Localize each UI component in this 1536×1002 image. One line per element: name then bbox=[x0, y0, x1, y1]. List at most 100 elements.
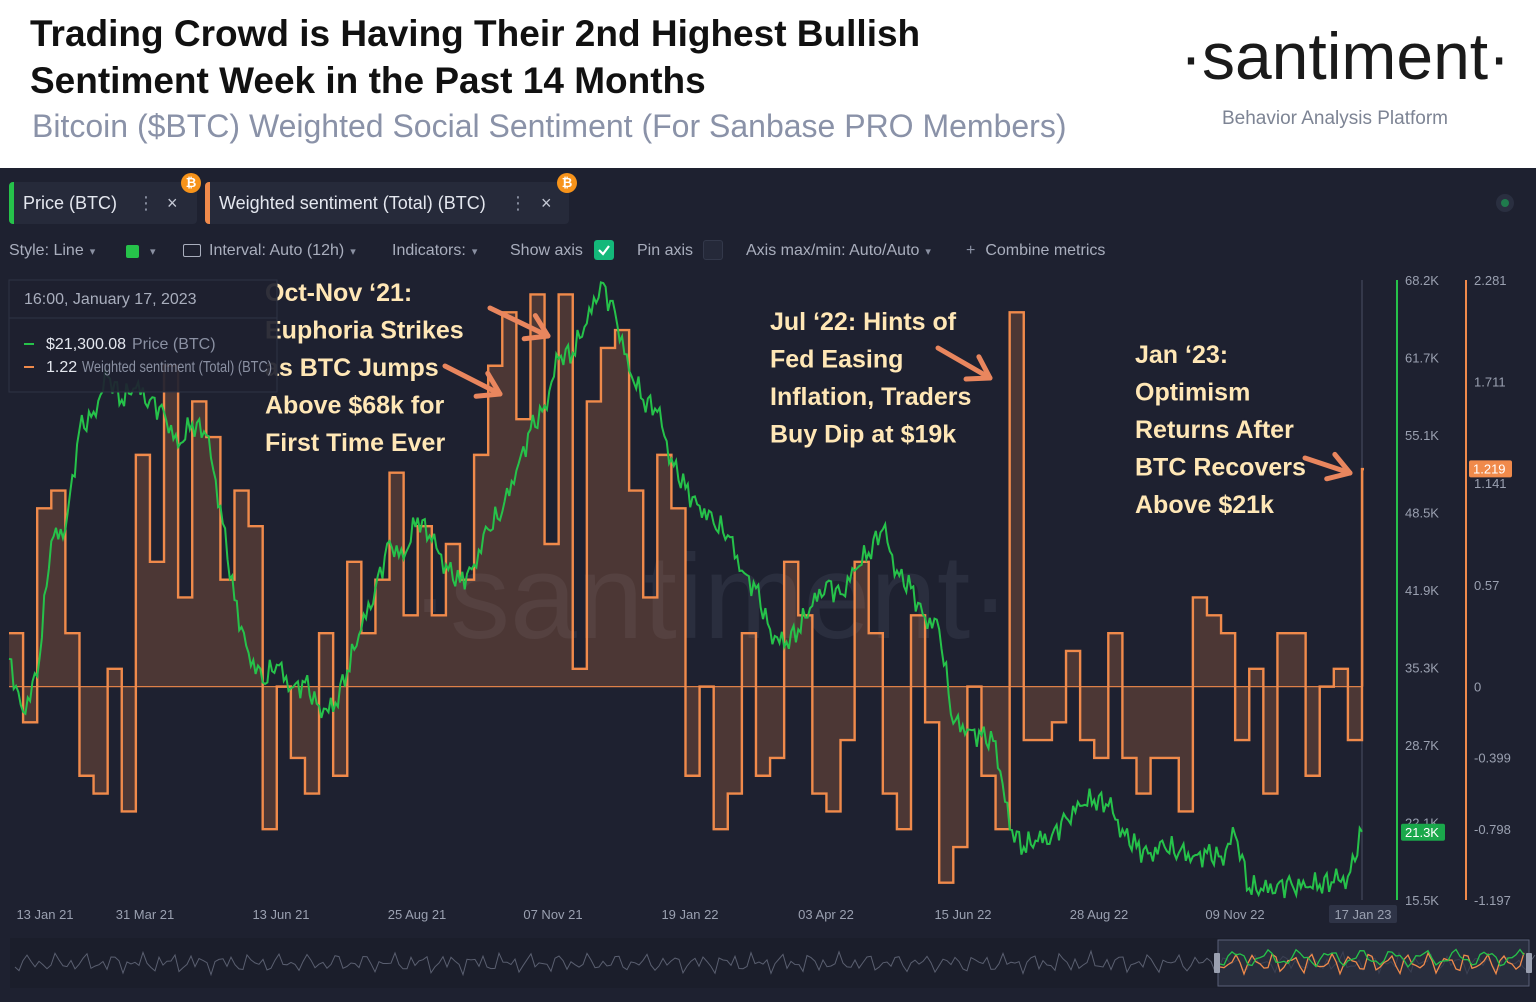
page-title: Trading Crowd is Having Their 2nd Highes… bbox=[30, 10, 1130, 104]
price-axis-tick: 48.5K bbox=[1405, 506, 1439, 521]
x-axis-tick: 13 Jun 21 bbox=[252, 907, 309, 922]
sentiment-axis-tick: 0.57 bbox=[1474, 578, 1499, 593]
navigator-handle-right bbox=[1526, 953, 1532, 973]
x-current-badge bbox=[1329, 905, 1397, 923]
tooltip-sentiment-label: Weighted sentiment (Total) (BTC) bbox=[82, 359, 272, 376]
navigator-price bbox=[1219, 948, 1525, 969]
show-axis-checkbox[interactable] bbox=[594, 240, 614, 260]
annotation-text: as BTC Jumps bbox=[265, 354, 439, 382]
color-picker-chevron[interactable]: ▾ bbox=[144, 242, 156, 260]
sentiment-area bbox=[9, 294, 1364, 883]
chart-axes: 68.2K61.7K55.1K48.5K41.9K35.3K28.7K22.1K… bbox=[16, 273, 1512, 923]
sentiment-series bbox=[9, 293, 1364, 884]
axis-minmax-label: Axis max/min: Auto/Auto bbox=[746, 242, 920, 259]
title-line-2: Sentiment Week in the Past 14 Months bbox=[30, 60, 706, 101]
annotation-text: Optimism bbox=[1135, 379, 1250, 407]
price-axis-tick: 28.7K bbox=[1405, 738, 1439, 753]
logo-tagline: Behavior Analysis Platform bbox=[1222, 108, 1448, 129]
bitcoin-badge-icon: ₿ bbox=[181, 173, 201, 193]
sentiment-axis-tick: 2.281 bbox=[1474, 273, 1507, 288]
sentiment-axis-tick: 0 bbox=[1474, 680, 1481, 695]
page-subtitle: Bitcoin ($BTC) Weighted Social Sentiment… bbox=[32, 108, 1067, 144]
annotation-arrow-head bbox=[1324, 451, 1353, 482]
price-axis-tick: 15.5K bbox=[1405, 893, 1439, 908]
chevron-down-icon: ▾ bbox=[925, 246, 931, 258]
santiment-logo: ·santiment· bbox=[1180, 19, 1511, 93]
x-axis-tick: 03 Apr 22 bbox=[798, 907, 854, 922]
show-axis-label: Show axis bbox=[510, 242, 583, 259]
annotation-arrow-head bbox=[473, 370, 503, 399]
sentiment-line bbox=[9, 293, 1364, 884]
x-axis-tick: 25 Aug 21 bbox=[388, 907, 447, 922]
annotation-text: BTC Recovers bbox=[1135, 454, 1306, 482]
annotation-text: Jul ‘22: Hints of bbox=[770, 308, 957, 336]
annotation-arrow-head bbox=[963, 354, 993, 382]
x-axis-tick: 19 Jan 22 bbox=[661, 907, 718, 922]
bitcoin-badge-icon: ₿ bbox=[557, 173, 577, 193]
sentiment-axis-tick: 1.711 bbox=[1474, 375, 1506, 390]
price-current-badge bbox=[1401, 823, 1445, 841]
price-axis-tick: 61.7K bbox=[1405, 351, 1439, 366]
x-axis-tick: 28 Aug 22 bbox=[1070, 907, 1129, 922]
sentiment-axis-tick: -0.798 bbox=[1474, 822, 1511, 837]
chart-svg: ·santiment· 68.2K61.7K55.1K48.5K41.9K35.… bbox=[8, 273, 1536, 988]
x-axis-tick: 15 Jun 22 bbox=[934, 907, 991, 922]
style-label: Style: Line bbox=[9, 242, 84, 259]
tab-price-btc[interactable]: Price (BTC) ⋮ × ₿ bbox=[9, 173, 201, 224]
pin-axis-checkbox[interactable] bbox=[703, 240, 723, 260]
interval-label: Interval: Auto (12h) bbox=[209, 242, 345, 259]
tab-weighted-sentiment[interactable]: Weighted sentiment (Total) (BTC) ⋮ × ₿ bbox=[205, 173, 577, 224]
axis-minmax-select[interactable]: Axis max/min: Auto/Auto ▾ bbox=[746, 242, 931, 260]
x-axis-tick: 09 Nov 22 bbox=[1205, 907, 1264, 922]
tooltip-price-label: Price (BTC) bbox=[132, 336, 216, 353]
price-axis-tick: 68.2K bbox=[1405, 273, 1439, 288]
close-icon[interactable]: × bbox=[167, 193, 178, 213]
price-line bbox=[8, 281, 1363, 899]
sentiment-current-badge bbox=[1469, 460, 1512, 478]
annotation-text: Fed Easing bbox=[770, 346, 903, 374]
pin-axis-label: Pin axis bbox=[637, 242, 694, 259]
annotation-arrow bbox=[1302, 455, 1353, 476]
chevron-down-icon: ▾ bbox=[89, 246, 96, 258]
tab-color-bar bbox=[205, 182, 210, 224]
navigator-sentiment bbox=[1219, 951, 1525, 976]
annotation-text: Above $68k for bbox=[265, 392, 445, 420]
header: Trading Crowd is Having Their 2nd Highes… bbox=[0, 0, 1536, 168]
status-dot-icon[interactable] bbox=[1496, 194, 1514, 212]
annotation-text: First Time Ever bbox=[265, 429, 445, 457]
tooltip-date: 16:00, January 17, 2023 bbox=[24, 291, 197, 308]
price-axis-tick: 41.9K bbox=[1405, 583, 1439, 598]
more-options-icon[interactable]: ⋮ bbox=[509, 193, 527, 213]
price-series bbox=[8, 281, 1363, 899]
indicators-select[interactable]: Indicators: ▾ bbox=[392, 242, 477, 260]
combine-metrics-label: Combine metrics bbox=[985, 242, 1106, 259]
calendar-icon bbox=[183, 244, 201, 257]
chevron-down-icon: ▾ bbox=[150, 246, 156, 258]
sentiment-current-label: 1.219 bbox=[1473, 461, 1506, 476]
tooltip-price-value: $21,300.08 bbox=[46, 336, 126, 353]
sentiment-axis-tick: 1.141 bbox=[1474, 476, 1507, 491]
tab-color-bar bbox=[9, 182, 14, 224]
annotation-text: Jan ‘23: bbox=[1135, 341, 1228, 369]
chevron-down-icon: ▾ bbox=[350, 246, 356, 258]
style-select[interactable]: Style: Line ▾ bbox=[9, 242, 95, 260]
annotation-text: Inflation, Traders bbox=[770, 383, 971, 411]
annotation-text: Returns After bbox=[1135, 416, 1294, 444]
combine-metrics-button[interactable]: + Combine metrics bbox=[966, 242, 1105, 260]
navigator-handle-left bbox=[1214, 953, 1220, 973]
tab-label: Weighted sentiment (Total) (BTC) bbox=[219, 193, 486, 213]
sentiment-axis-tick: -1.197 bbox=[1474, 893, 1511, 908]
indicators-label: Indicators: bbox=[392, 242, 466, 259]
navigator-minimap[interactable] bbox=[10, 938, 1536, 988]
x-axis-tick: 31 Mar 21 bbox=[116, 907, 175, 922]
color-picker[interactable] bbox=[126, 245, 139, 258]
annotation-text: Oct-Nov ‘21: bbox=[265, 279, 412, 307]
more-options-icon[interactable]: ⋮ bbox=[137, 193, 155, 213]
annotations: Oct-Nov ‘21: Euphoria Strikes as BTC Jumps… bbox=[264, 278, 1353, 521]
interval-select[interactable]: Interval: Auto (12h) ▾ bbox=[183, 242, 356, 260]
x-axis-tick: 07 Nov 21 bbox=[523, 907, 582, 922]
price-axis-tick: 55.1K bbox=[1405, 428, 1439, 443]
annotation-arrow bbox=[442, 363, 503, 397]
close-icon[interactable]: × bbox=[541, 193, 552, 213]
tooltip-panel: 16:00, January 17, 2023 $21,300.08 Price (… bbox=[8, 279, 278, 393]
